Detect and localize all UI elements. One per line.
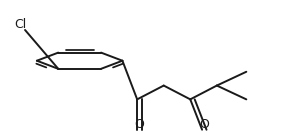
Text: O: O [199,118,209,131]
Text: O: O [135,118,144,131]
Text: Cl: Cl [14,18,27,31]
